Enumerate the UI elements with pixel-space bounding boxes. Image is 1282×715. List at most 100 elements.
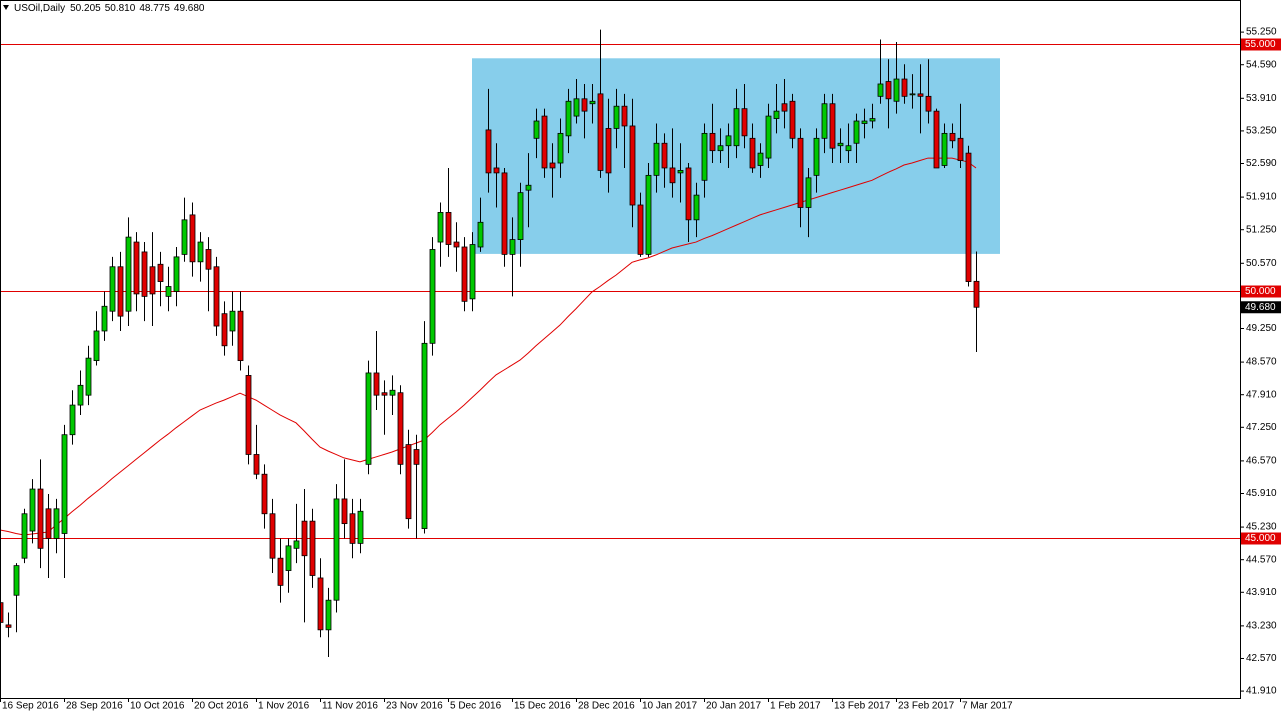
candle-body-down: [789, 100, 796, 139]
candle-body-down: [133, 241, 140, 295]
candle-body-down: [917, 93, 924, 97]
candle-body-down: [309, 520, 316, 576]
candle-body-down: [581, 98, 588, 112]
candle-body-up: [861, 120, 868, 124]
candle-body-up: [85, 357, 92, 396]
candle-body-down: [501, 172, 508, 255]
candle-body-up: [69, 404, 76, 436]
candle-body-up: [805, 177, 812, 208]
candle-body-up: [229, 310, 236, 332]
candle-body-up: [109, 266, 116, 312]
candle-body-down: [37, 488, 44, 549]
last-price-box: [1241, 301, 1281, 314]
candle-body-down: [141, 251, 148, 297]
level-label: 50.000: [1245, 286, 1276, 297]
candle-body-down: [45, 508, 52, 539]
candle-body-up: [701, 132, 708, 181]
y-tick-label: 52.590: [1246, 158, 1277, 169]
chart-header: USOil,Daily 50.205 50.810 48.775 49.680: [14, 3, 205, 14]
candle-body-up: [813, 137, 820, 176]
candle-body-up: [677, 170, 684, 174]
candle-body-up: [757, 152, 764, 166]
candle-body-down: [901, 78, 908, 97]
candle-body-up: [565, 100, 572, 137]
x-tick-label: 15 Dec 2016: [514, 701, 571, 712]
candle-body-down: [549, 162, 556, 169]
y-tick-label: 42.570: [1246, 653, 1277, 664]
candle-body-up: [469, 244, 476, 300]
candle-body-down: [749, 137, 756, 169]
candle-body-up: [773, 110, 780, 119]
candle-body-up: [557, 132, 564, 164]
candle-body-up: [181, 219, 188, 255]
candle-body-down: [245, 375, 252, 455]
candle-body-up: [77, 384, 84, 406]
x-tick-label: 16 Sep 2016: [2, 701, 59, 712]
candle-body-down: [597, 93, 604, 171]
candle-body-down: [621, 105, 628, 127]
candle-body-down: [149, 266, 156, 295]
last-price-label: 49.680: [1245, 302, 1276, 313]
candle-body-up: [125, 236, 132, 312]
quote-open: 50.205: [70, 3, 101, 14]
y-tick-label: 53.250: [1246, 126, 1277, 137]
level-label: 55.000: [1245, 39, 1276, 50]
candle-body-up: [21, 513, 28, 559]
candle-body-up: [533, 120, 540, 139]
y-tick-label: 48.570: [1246, 357, 1277, 368]
y-tick-label: 54.590: [1246, 59, 1277, 70]
candle-body-down: [117, 266, 124, 317]
level-label-box: [1241, 285, 1281, 298]
level-label-box: [1241, 532, 1281, 545]
candle-body-down: [829, 103, 836, 149]
candle-body-down: [637, 204, 644, 255]
candle-body-up: [421, 342, 428, 529]
candle-body-up: [101, 305, 108, 332]
candle-body-up: [29, 488, 36, 532]
candle-body-up: [941, 132, 948, 166]
candle-body-up: [821, 103, 828, 139]
candle-body-down: [685, 167, 692, 221]
candle-body-down: [885, 81, 892, 100]
y-tick-label: 51.250: [1246, 224, 1277, 235]
candle-body-down: [957, 137, 964, 161]
candle-body-up: [357, 510, 364, 544]
candle-body-down: [277, 557, 284, 586]
candle-body-down: [189, 214, 196, 263]
candle-body-up: [53, 508, 60, 539]
y-tick-label: 43.910: [1246, 587, 1277, 598]
candle-body-up: [589, 100, 596, 105]
candle-body-up: [653, 142, 660, 176]
candle-body-down: [485, 129, 492, 174]
candle-body-down: [373, 372, 380, 396]
candle-body-down: [301, 520, 308, 557]
candle-body-up: [725, 135, 732, 147]
candle-body-down: [797, 137, 804, 208]
candle-body-down: [269, 513, 276, 559]
candle-body-up: [613, 105, 620, 129]
level-label-box: [1241, 38, 1281, 51]
y-tick-label: 43.230: [1246, 621, 1277, 632]
candle-body-up: [765, 115, 772, 159]
candle-body-down: [629, 125, 636, 206]
x-tick-label: 7 Mar 2017: [962, 701, 1013, 712]
y-tick-label: 41.910: [1246, 686, 1277, 697]
candle-body-down: [237, 310, 244, 362]
x-tick-label: 11 Nov 2016: [322, 701, 378, 712]
candle-body-up: [389, 389, 396, 396]
candle-body-up: [197, 241, 204, 263]
x-tick-label: 23 Feb 2017: [898, 701, 955, 712]
candle-body-up: [293, 540, 300, 549]
y-tick-label: 46.570: [1246, 456, 1277, 467]
candle-body-up: [285, 545, 292, 571]
candle-body-up: [437, 212, 444, 243]
candle-body-up: [733, 108, 740, 147]
candle-body-down: [661, 142, 668, 169]
x-tick-label: 13 Feb 2017: [834, 701, 891, 712]
candle-body-down: [5, 624, 12, 628]
x-tick-label: 28 Dec 2016: [578, 701, 635, 712]
candle-body-up: [877, 83, 884, 97]
candle-body-down: [213, 266, 220, 327]
candle-body-up: [477, 221, 484, 248]
